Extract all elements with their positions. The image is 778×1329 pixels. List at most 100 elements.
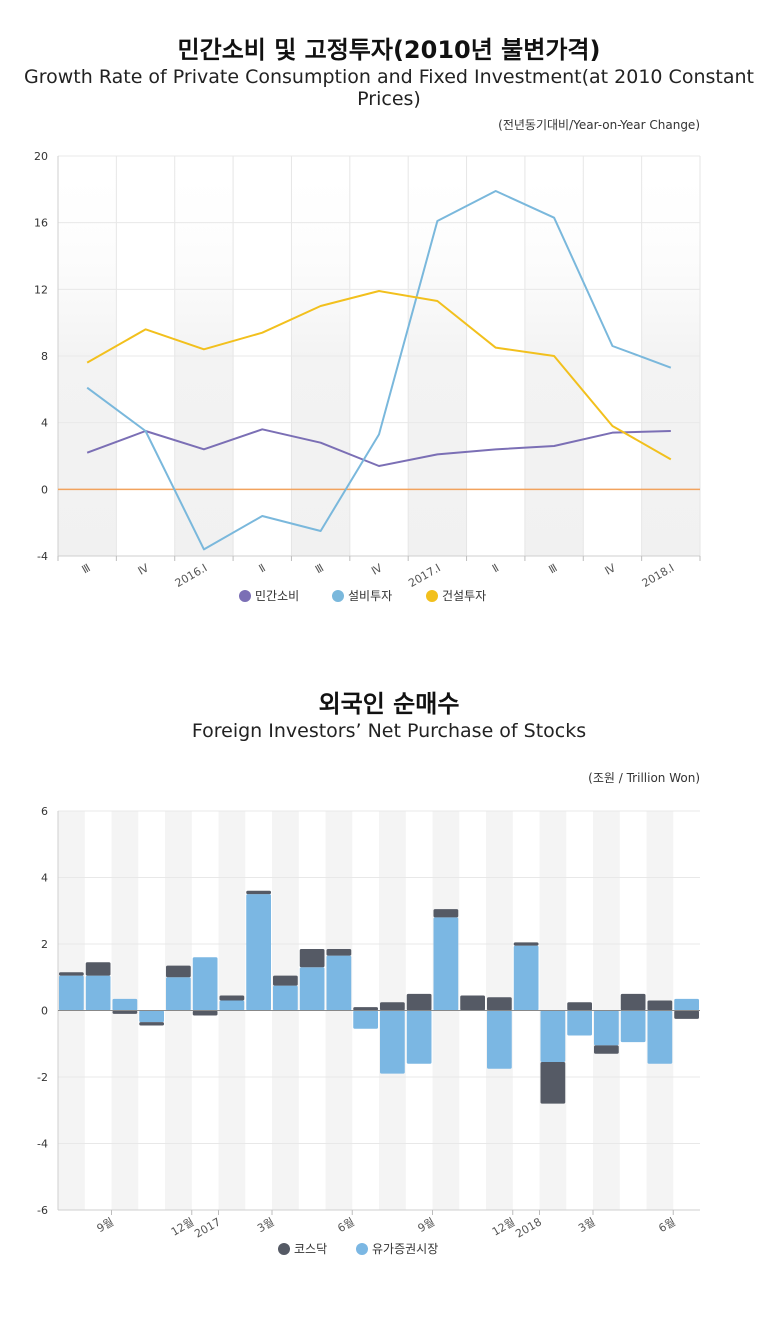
x-tick-label: Ⅲ — [80, 561, 93, 576]
bar-kospi — [353, 1010, 378, 1029]
x-tick-label: 2016.Ⅰ — [173, 561, 210, 590]
x-tick-label: 6월 — [656, 1215, 677, 1235]
bar-kosdaq — [59, 972, 84, 976]
y-tick-label: 4 — [41, 872, 48, 885]
y-tick-label: 4 — [41, 417, 48, 430]
y-tick-label: -4 — [37, 1138, 48, 1151]
bar-kospi — [192, 957, 218, 1011]
bar-kosdaq — [567, 1002, 592, 1011]
chart1-title-ko: 민간소비 및 고정투자(2010년 불변가격) — [177, 36, 601, 64]
bar-kospi — [219, 1000, 245, 1011]
bar-kosdaq — [112, 1010, 138, 1014]
bar-kospi — [433, 917, 459, 1011]
bar-kospi — [299, 967, 325, 1011]
bar-kosdaq — [299, 948, 325, 968]
chart1-unit-label: (전년동기대비/Year-on-Year Change) — [498, 118, 700, 132]
y-tick-label: 20 — [34, 150, 48, 163]
x-tick-label: 2017.Ⅰ — [406, 561, 443, 590]
bar-kospi — [273, 985, 298, 1011]
x-tick-label: 6월 — [335, 1215, 356, 1235]
series-line-construction — [86, 290, 672, 461]
bar-kosdaq — [166, 965, 191, 978]
bar-kosdaq — [406, 993, 432, 1011]
legend-label-kosdaq: 코스닥 — [294, 1242, 327, 1256]
x-tick-label: Ⅲ — [547, 561, 560, 576]
x-tick-label: 2018 — [513, 1215, 544, 1240]
bar-kospi — [647, 1010, 673, 1064]
bar-kosdaq — [460, 995, 485, 1011]
x-tick-label: Ⅳ — [369, 561, 385, 578]
bar-kosdaq — [540, 1062, 566, 1104]
bar-kosdaq — [513, 942, 539, 946]
bar-kospi — [620, 1010, 646, 1043]
x-tick-label: 3월 — [255, 1215, 276, 1235]
chart1-title-en: Growth Rate of Private Consumption and F… — [24, 66, 754, 110]
bar-kospi — [674, 998, 699, 1011]
bar-kospi — [594, 1010, 619, 1046]
bar-kosdaq — [273, 975, 298, 986]
bar-kosdaq — [85, 962, 111, 976]
legend-marker-equipment — [332, 590, 344, 602]
x-tick-label: 3월 — [576, 1215, 597, 1235]
x-tick-label: 12월 — [169, 1215, 196, 1238]
y-tick-label: 2 — [41, 938, 48, 951]
bar-kosdaq — [380, 1002, 405, 1011]
legend-label-kospi: 유가증권시장 — [372, 1242, 438, 1256]
bar-kospi — [139, 1010, 164, 1023]
bar-kospi — [513, 945, 539, 1011]
legend-label-consumption: 민간소비 — [255, 589, 299, 603]
x-tick-label: 2017 — [192, 1215, 223, 1240]
chart2-title-en: Foreign Investors’ Net Purchase of Stock… — [191, 720, 587, 742]
y-tick-label: -2 — [37, 1071, 48, 1084]
y-tick-label: -4 — [37, 550, 48, 563]
legend-marker-construction — [426, 590, 438, 602]
bar-kosdaq — [433, 909, 459, 918]
y-tick-label: 0 — [41, 1005, 48, 1018]
bar-kospi — [246, 894, 271, 1011]
bar-kospi — [85, 975, 111, 1011]
legend-label-construction: 건설투자 — [442, 589, 486, 603]
chart2-unit-label: (조원 / Trillion Won) — [588, 771, 700, 785]
bar-kosdaq — [487, 997, 512, 1011]
line-chart: -4 0 4 8 12 16 20 Ⅲ Ⅳ 2016.Ⅰ Ⅱ Ⅲ Ⅳ 2017.Ⅰ Ⅱ Ⅲ Ⅳ 2018.Ⅰ 민간소… — [34, 150, 701, 603]
bar-kosdaq — [674, 1010, 699, 1019]
bar-kosdaq — [353, 1007, 378, 1011]
x-tick-label: Ⅳ — [603, 561, 619, 578]
chart2-title-ko: 외국인 순매수 — [318, 690, 460, 718]
y-tick-label: 16 — [34, 217, 48, 230]
bar-kosdaq — [192, 1010, 218, 1016]
bar-kosdaq — [219, 995, 245, 1001]
x-tick-label: Ⅱ — [257, 561, 268, 575]
y-tick-label: 12 — [34, 283, 48, 296]
bar-kosdaq — [594, 1045, 619, 1054]
y-tick-label: 0 — [41, 483, 48, 496]
y-tick-label: 8 — [41, 350, 48, 363]
legend-label-equipment: 설비투자 — [348, 589, 392, 603]
y-tick-label: -6 — [37, 1204, 48, 1217]
bar-kospi — [59, 975, 84, 1011]
bar-kosdaq — [246, 890, 271, 895]
x-tick-label: 2018.Ⅰ — [640, 561, 677, 590]
legend-marker-kospi — [356, 1243, 368, 1255]
x-tick-label: Ⅲ — [313, 561, 326, 576]
bar-kospi — [540, 1010, 566, 1063]
x-tick-label: Ⅱ — [490, 561, 501, 575]
bar-kospi — [166, 977, 191, 1011]
x-tick-label: Ⅳ — [136, 561, 152, 578]
bar-kospi — [380, 1010, 405, 1074]
series-line-equipment — [86, 190, 672, 551]
bar-kospi — [326, 955, 352, 1011]
legend-marker-consumption — [239, 590, 251, 602]
bar-kospi — [112, 998, 138, 1011]
bar-kosdaq — [620, 993, 646, 1011]
legend-marker-kosdaq — [278, 1243, 290, 1255]
bar-kospi — [567, 1010, 592, 1036]
bar-kosdaq — [326, 948, 352, 956]
series-line-consumption — [86, 428, 671, 467]
x-tick-label: 9월 — [95, 1215, 116, 1235]
bar-kospi — [487, 1010, 512, 1069]
bar-kosdaq — [647, 1000, 673, 1011]
bar-kospi — [406, 1010, 432, 1064]
y-tick-label: 6 — [41, 805, 48, 818]
